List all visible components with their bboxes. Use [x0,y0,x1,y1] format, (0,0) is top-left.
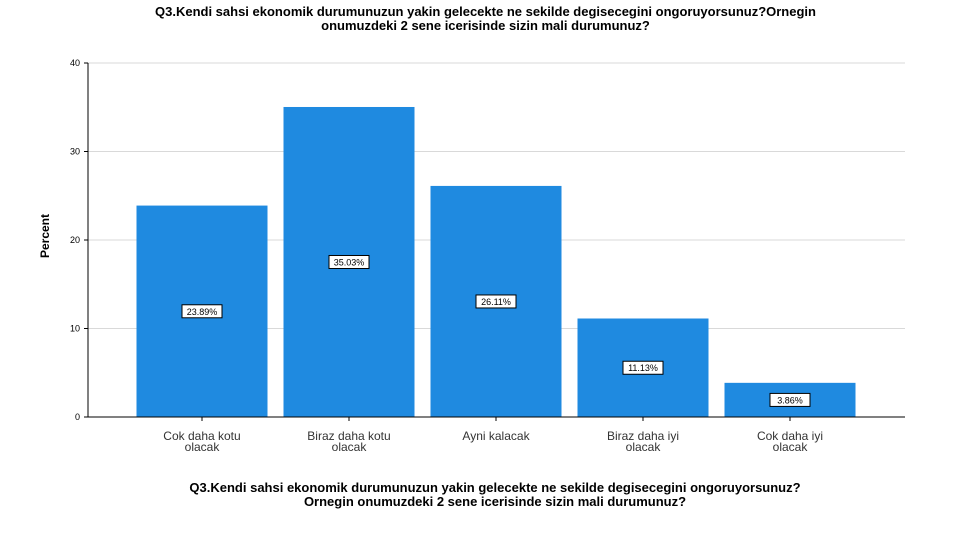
y-tick-label-2: 20 [70,235,80,245]
x-axis-title-line-2: Ornegin onumuzdeki 2 sene icerisinde siz… [303,494,687,509]
y-tick-label-3: 30 [70,147,80,157]
x-tick-label-1-line-0: Biraz daha kotu [307,429,390,443]
x-tick-label-4-line-1: olacak [773,440,809,454]
data-label-box-0 [181,304,223,319]
x-tick-label-3-line-1: olacak [626,440,662,454]
bars [136,106,856,417]
data-labels: 23.89% 35.03% 26.11% 11.13% 3.86% [181,254,811,407]
data-label-box-2 [475,294,517,309]
y-tick-label-4: 40 [70,58,80,68]
data-label-4: 3.86% [777,395,803,405]
data-label-0: 23.89% [187,307,218,317]
y-tick-labels: 0 10 20 30 40 [70,58,80,422]
x-tick-label-0-line-1: olacak [185,440,221,454]
y-axis-label: Percent [38,214,52,258]
data-label-box-3 [622,360,664,375]
axes [84,62,905,421]
x-axis-title-line-1: Q3.Kendi sahsi ekonomik durumunuzun yaki… [189,480,801,495]
x-tick-label-1-line-1: olacak [332,440,368,454]
data-label-2: 26.11% [481,297,511,307]
y-tick-label-1: 10 [70,324,80,334]
x-tick-label-2-line-0: Ayni kalacak [462,429,530,443]
y-tick-label-0: 0 [75,412,80,422]
data-label-box-1 [328,254,370,269]
chart-title-line-1: Q3.Kendi sahsi ekonomik durumunuzun yaki… [155,4,816,19]
chart-title-line-2: onumuzdeki 2 sene icerisinde sizin mali … [321,18,650,33]
x-tick-label-3-line-0: Biraz daha iyi [607,429,679,443]
data-label-box-4 [769,392,811,407]
x-tick-label-0-line-0: Cok daha kotu [163,429,240,443]
data-label-3: 11.13% [628,363,658,373]
chart-title: Q3.Kendi sahsi ekonomik durumunuzun yaki… [0,5,971,33]
x-axis-title: Q3.Kendi sahsi ekonomik durumunuzun yaki… [0,481,971,509]
data-label-1: 35.03% [334,257,365,267]
x-tick-label-4-line-0: Cok daha iyi [757,429,823,443]
